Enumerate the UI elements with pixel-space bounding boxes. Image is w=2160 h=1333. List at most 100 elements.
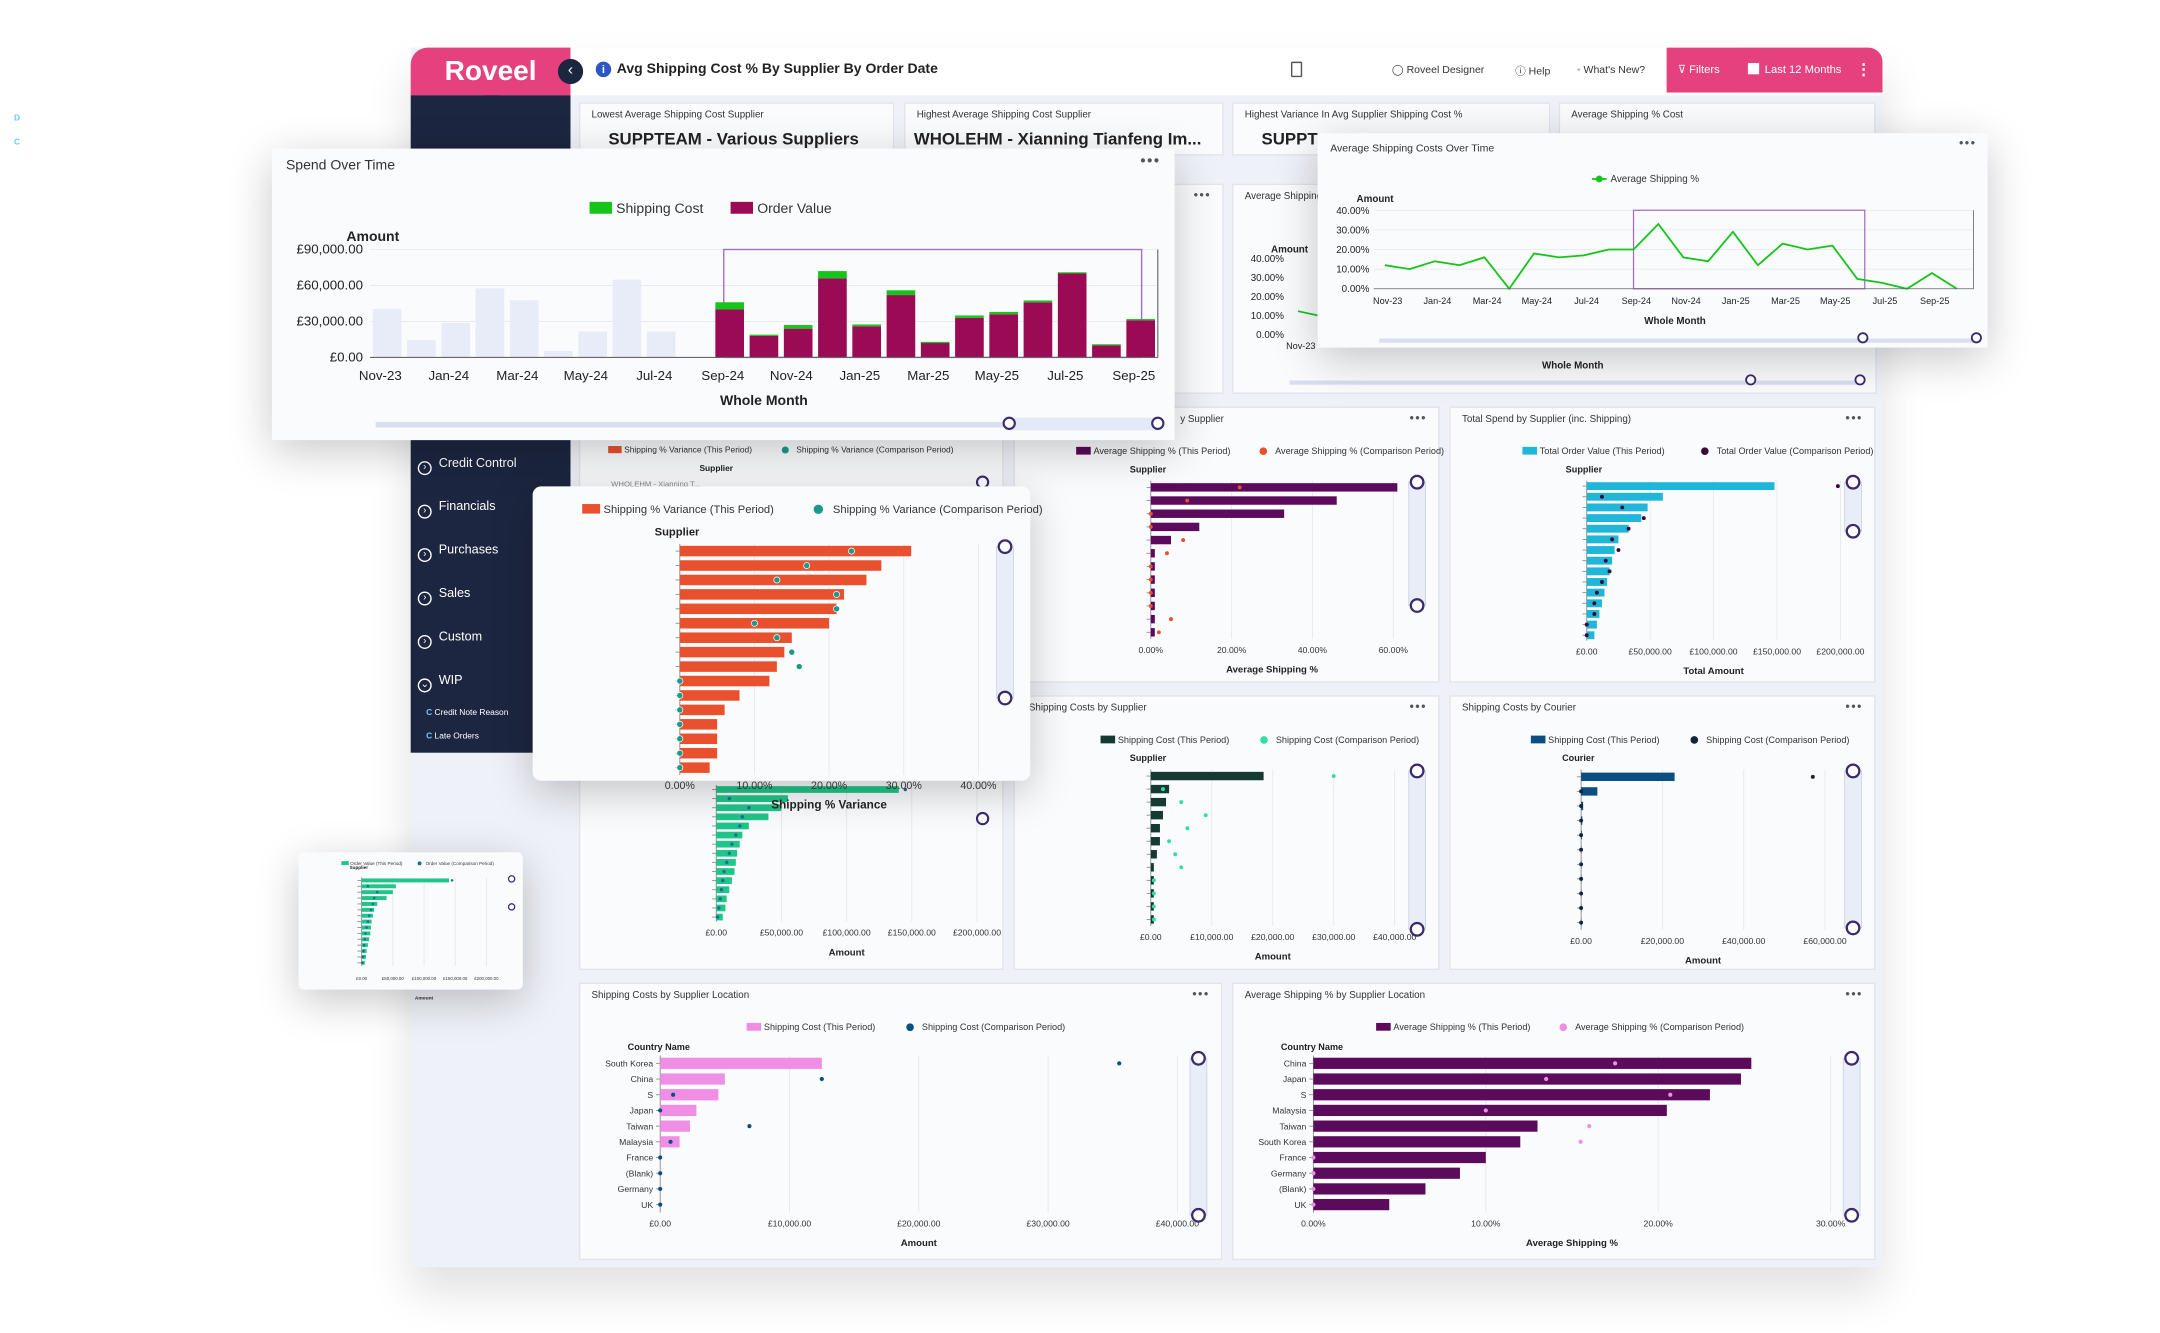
comparison-dot	[730, 842, 733, 845]
order-value-bar	[784, 329, 813, 358]
category-label: S	[647, 1090, 653, 1100]
comparison-dot	[362, 956, 365, 959]
comparison-dot	[1204, 813, 1208, 817]
axis-title: Amount	[829, 947, 866, 958]
comparison-dot	[363, 938, 366, 941]
sidebar-item-custom[interactable]: ›Custom	[418, 629, 483, 649]
legend-label: Shipping Cost	[616, 200, 703, 216]
comparison-dot	[1238, 485, 1242, 489]
zoom-handle	[1847, 476, 1860, 489]
bar	[716, 832, 742, 839]
category-label: Germany	[618, 1184, 654, 1194]
sidebar-sub-late-orders[interactable]: C Late Orders	[426, 733, 479, 741]
comparison-dot	[722, 870, 725, 873]
zoom-slider-track	[1845, 771, 1862, 928]
zoom-handle	[1411, 765, 1424, 778]
bar	[1313, 1105, 1666, 1116]
period-button[interactable]: Last 12 Months ⋮	[1740, 48, 1883, 93]
legend-swatch	[418, 861, 422, 865]
bar	[680, 748, 717, 759]
more-icon[interactable]: •••	[1194, 188, 1211, 202]
avg-by-location-card[interactable]: Average Shipping % by Supplier Location …	[1232, 983, 1875, 1261]
tick-label: Sep-24	[1622, 296, 1651, 306]
comparison-dot	[1332, 774, 1336, 778]
tick-label: £90,000.00	[296, 242, 363, 257]
sidebar-item-label: Credit Control	[439, 456, 517, 470]
ship-by-location-card[interactable]: Shipping Costs by Supplier Location ••• …	[579, 983, 1222, 1261]
sidebar-sub-credit-note-reason[interactable]: C Credit Note Reason	[426, 709, 508, 717]
tick-label: Jul-25	[1873, 296, 1898, 306]
designer-link[interactable]: ◯ Roveel Designer	[1392, 63, 1484, 76]
comparison-dot	[725, 861, 728, 864]
comparison-dot	[1592, 612, 1596, 616]
sidebar-top-item-sales-quantity[interactable]: D Sales Quantity Overview	[14, 115, 115, 123]
comparison-dot	[1149, 564, 1153, 568]
sidebar-item-purchases[interactable]: ›Purchases	[418, 542, 499, 562]
sidebar-sub-label: Credit Note Reason	[435, 709, 509, 717]
brush-handle	[1855, 375, 1864, 384]
brush-handle	[1152, 418, 1163, 429]
chevron-right-icon: ›	[418, 635, 432, 649]
comparison-dot	[362, 950, 365, 953]
shipping-cost-bar	[1092, 344, 1121, 345]
sidebar-item-credit-control[interactable]: ›Credit Control	[418, 456, 517, 476]
collapse-sidebar-button[interactable]: ‹	[558, 59, 583, 84]
category-label: UK	[641, 1200, 653, 1210]
kpi-title: Highest Average Shipping Cost Supplier	[917, 111, 1091, 121]
sidebar-top-item-customer-balance[interactable]: C Customer Balance	[14, 139, 92, 147]
comparison-dot	[1811, 775, 1815, 779]
filters-button[interactable]: ⊽ Filters	[1667, 48, 1740, 93]
comparison-dot	[1668, 1093, 1672, 1097]
tick-label: £50,000.00	[382, 976, 404, 981]
help-link[interactable]: ⓘ Help	[1515, 63, 1550, 78]
zoom-handle	[999, 540, 1012, 553]
bar	[680, 647, 784, 658]
comparison-dot	[677, 736, 683, 742]
mini-order-value-card[interactable]: Order Value (This Period)Order Value (Co…	[299, 852, 523, 989]
sidebar-item-wip[interactable]: ⌄WIP	[418, 673, 463, 693]
more-vert-icon[interactable]: ⋮	[1856, 48, 1871, 93]
comparison-dot	[747, 806, 750, 809]
tick-label: Sep-24	[701, 368, 744, 383]
ship-by-supplier-card[interactable]: Shipping Costs by Supplier ••• Shipping …	[1013, 695, 1439, 970]
comparison-dot	[833, 606, 839, 612]
axis-title: Average Shipping %	[1226, 665, 1318, 676]
ship-by-courier-card[interactable]: Shipping Costs by Courier ••• Shipping C…	[1449, 695, 1875, 970]
variance-popout-card[interactable]: Shipping % Variance (This Period)Shippin…	[533, 486, 1031, 780]
comparison-dot	[668, 1140, 672, 1144]
legend-swatch	[906, 1023, 914, 1031]
bar	[1151, 811, 1163, 819]
chevron-right-icon: ›	[418, 548, 432, 562]
total-spend-card[interactable]: Total Spend by Supplier (inc. Shipping) …	[1449, 406, 1875, 682]
mini-order-value-chart: Order Value (This Period)Order Value (Co…	[299, 852, 523, 989]
total-spend-chart: Total Order Value (This Period)Total Ord…	[1451, 408, 1877, 684]
legend-swatch	[1559, 1023, 1567, 1031]
bar	[1151, 496, 1337, 504]
legend-label: Shipping Cost (This Period)	[1548, 735, 1659, 745]
comparison-dot	[1157, 630, 1161, 634]
tick-label: Sep-25	[1920, 296, 1949, 306]
bar	[1151, 510, 1284, 518]
avg-by-supplier-card[interactable]: y Supplier ••• Average Shipping % (This …	[1013, 406, 1439, 682]
sidebar-item-sales[interactable]: ›Sales	[418, 586, 471, 606]
comparison-dot	[1149, 591, 1153, 595]
ghost-bar	[544, 351, 573, 357]
sidebar-item-financials[interactable]: ›Financials	[418, 499, 496, 519]
tick-label: May-25	[1820, 296, 1850, 306]
axis-title: Amount	[415, 995, 434, 1001]
period-label: Last 12 Months	[1765, 63, 1842, 76]
tick-label: 0.00%	[1256, 330, 1284, 341]
sidebar-top-label: Sales Quantity Overview	[22, 115, 114, 123]
avg-shipping-over-time-card[interactable]: Average Shipping Costs Over Time ••• Ave…	[1318, 133, 1988, 347]
tick-label: £200,000.00	[953, 928, 1001, 938]
sidebar-item-label: Sales	[439, 586, 471, 600]
filters-label: Filters	[1689, 63, 1720, 76]
comparison-dot	[677, 707, 683, 713]
device-icon[interactable]	[1291, 62, 1302, 77]
sidebar-item-label: WIP	[439, 673, 463, 687]
brand-logo[interactable]: Roveel	[411, 48, 571, 96]
shipping-cost-bar	[1058, 272, 1087, 273]
comparison-dot	[1152, 917, 1156, 921]
whats-new-link[interactable]: • What's New?	[1577, 63, 1645, 76]
